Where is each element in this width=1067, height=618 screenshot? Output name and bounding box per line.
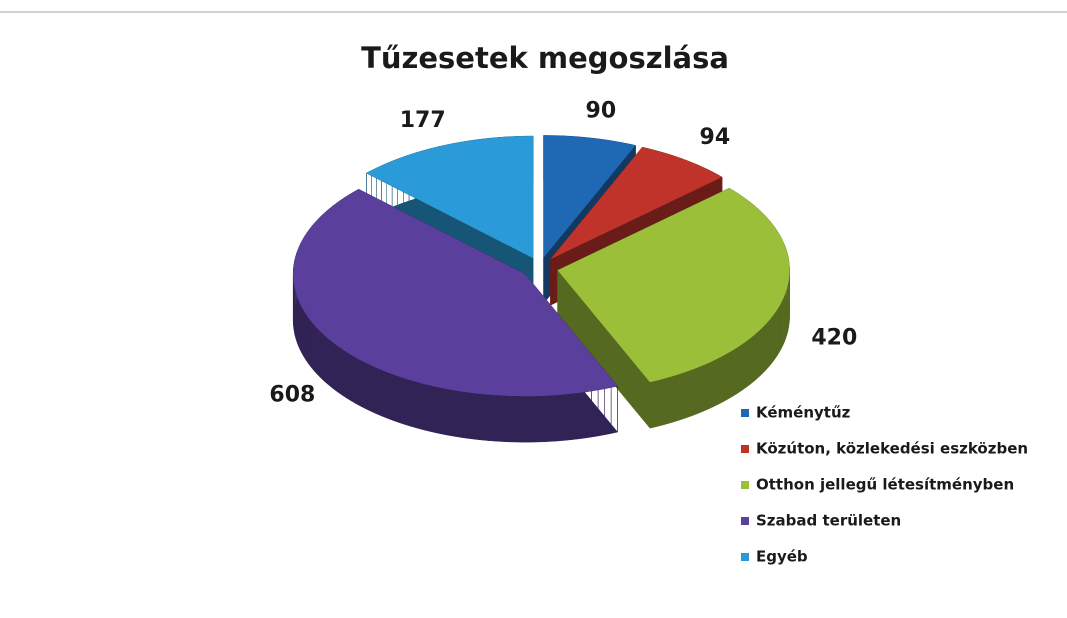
slice [557,188,790,383]
slice [293,189,618,397]
slice [550,147,723,260]
legend-swatch [741,553,749,561]
data-label: 177 [400,108,446,133]
legend-label: Közúton, közlekedési eszközben [756,440,1028,458]
legend-label: Szabad területen [756,512,901,530]
slice [366,136,533,259]
data-label: 608 [269,383,315,408]
legend-label: Egyéb [756,548,808,566]
legend-swatch [741,517,749,525]
legend-swatch [741,445,749,453]
legend-swatch [741,409,749,417]
data-label: 90 [586,99,617,124]
data-label: 420 [811,325,857,350]
legend-swatch [741,481,749,489]
legend-label: Otthon jellegű létesítményben [756,476,1014,494]
data-label: 94 [700,125,731,150]
legend-label: Kéménytűz [756,404,851,422]
chart-title: Tűzesetek megoszlása [361,41,729,75]
slice [543,135,636,258]
